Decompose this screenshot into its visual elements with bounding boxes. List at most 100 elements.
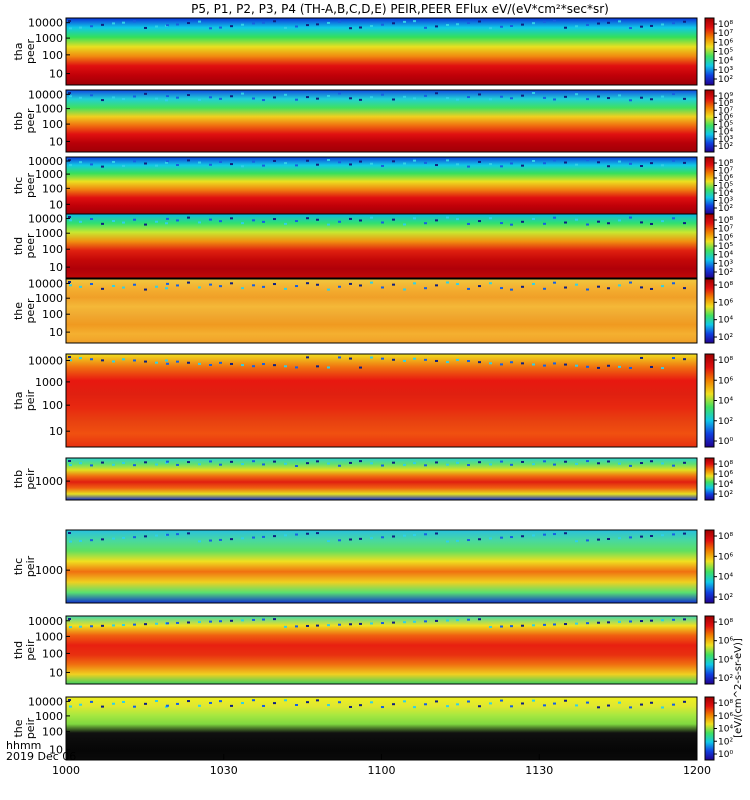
panel-ylabel-instrument: peir [24,389,37,411]
noise-speck [607,222,610,225]
noise-speck [198,221,201,224]
noise-speck [112,702,115,705]
noise-speck [650,222,653,225]
noise-speck [521,535,524,538]
noise-speck [446,97,449,100]
noise-speck [640,96,643,99]
noise-speck [413,282,416,285]
colorbar-tick-label: 10³ [718,135,733,145]
noise-speck [586,539,589,542]
xtick-label: 1200 [683,764,711,777]
noise-speck [456,23,459,26]
ytick-label: 1000 [35,32,63,45]
noise-speck [133,705,136,708]
noise-speck [306,462,309,465]
noise-speck [607,621,610,624]
noise-speck [166,704,169,707]
noise-speck [564,363,567,366]
noise-speck [198,704,201,707]
panel-ylabel-instrument: peir [24,639,37,661]
ytick-label: 1000 [35,564,63,577]
panel-ylabel-probe: thc [12,558,25,575]
noise-speck [672,357,675,360]
noise-speck [90,358,93,361]
colorbar-tick-label: 10⁶ [718,174,733,184]
noise-speck [338,623,341,626]
noise-speck [101,461,104,464]
colorbar-tick-label: 10⁶ [718,298,733,308]
noise-speck [144,623,147,626]
noise-speck [252,284,255,287]
noise-speck [101,287,104,290]
noise-speck [155,285,158,288]
noise-speck [273,218,276,221]
noise-speck [79,357,82,360]
colorbar-tick-label: 10⁸ [718,281,733,291]
noise-speck [456,98,459,101]
noise-speck [262,463,265,466]
noise-speck [155,25,158,28]
noise-speck [683,287,686,290]
noise-speck [219,285,222,288]
colorbar-tick-label: 10⁴ [718,480,733,490]
ytick-label: 10 [49,68,63,81]
x-axis: 1000 1030 1100 1130 1200 [52,754,711,777]
noise-speck [69,540,72,543]
noise-speck [586,23,589,26]
date-label: 2019 Dec 06 [6,750,76,763]
colorbar [704,278,715,344]
noise-speck [327,223,330,226]
noise-speck [295,465,298,467]
noise-speck [672,93,675,96]
noise-speck [456,218,459,221]
noise-speck [435,92,438,95]
noise-speck [209,218,212,221]
noise-speck [403,534,406,537]
noise-speck [661,462,664,465]
noise-speck [683,700,686,703]
noise-speck [381,536,384,539]
noise-speck [198,621,201,624]
noise-speck [316,163,319,166]
noise-speck [79,220,82,223]
noise-speck [500,536,503,539]
noise-speck [273,96,276,99]
noise-speck [166,24,169,27]
noise-speck [69,219,72,222]
noise-speck [478,361,481,364]
noise-speck [176,219,179,222]
noise-speck [510,705,513,708]
noise-speck [564,26,567,29]
noise-speck [144,535,147,538]
noise-speck [349,97,352,100]
colorbar-tick-label: 10⁷ [718,106,733,116]
noise-speck [295,366,298,369]
noise-speck [510,25,513,27]
noise-speck [392,621,395,624]
noise-speck [446,159,449,162]
noise-speck [338,356,341,359]
noise-speck [230,538,233,541]
noise-speck [597,22,600,25]
colorbar [704,17,715,86]
noise-speck [122,286,125,289]
noise-speck [241,619,244,622]
noise-speck [597,621,600,624]
noise-speck [424,464,427,467]
noise-speck [446,216,449,219]
noise-speck [564,286,567,289]
noise-speck [597,95,600,98]
panel-ylabel-probe: thb [12,112,25,130]
noise-speck [413,620,416,623]
noise-speck [144,26,147,29]
spectrogram-image [65,213,698,279]
noise-speck [68,20,71,22]
noise-speck [101,624,104,627]
noise-speck [155,700,158,702]
noise-speck [79,26,82,29]
noise-speck [683,97,686,100]
noise-speck [650,365,653,368]
noise-speck [618,365,621,368]
noise-speck [101,359,104,362]
noise-speck [521,624,524,627]
